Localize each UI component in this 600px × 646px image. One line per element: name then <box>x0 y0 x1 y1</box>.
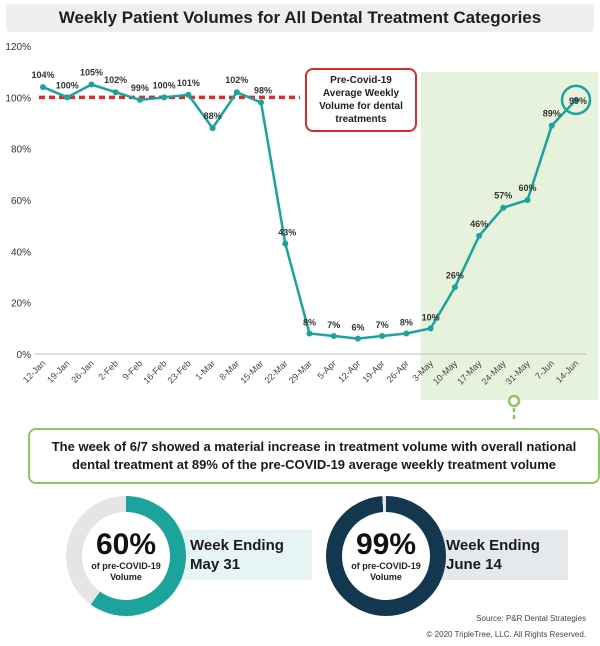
data-point <box>379 333 386 340</box>
data-label: 8% <box>303 317 316 327</box>
data-point <box>112 89 119 96</box>
x-tick-label: 2-Feb <box>96 358 120 382</box>
week-label-1: Week Ending <box>190 537 284 554</box>
x-tick-label: 19-Jan <box>45 358 72 385</box>
x-tick-label: 19-Apr <box>360 358 386 384</box>
data-point <box>64 94 71 101</box>
data-label: 26% <box>446 270 464 280</box>
data-label: 7% <box>376 320 389 330</box>
reference-line-note: Pre-Covid-19 Average Weekly Volume for d… <box>305 68 417 132</box>
data-point <box>403 330 410 337</box>
source-note: Source: P&R Dental Strategies <box>476 614 586 623</box>
summary-callout: The week of 6/7 showed a material increa… <box>28 428 600 484</box>
data-point <box>88 81 95 88</box>
note-line-2: Average Weekly <box>322 88 400 99</box>
note-line-4: treatments <box>335 114 387 125</box>
data-label: 89% <box>543 109 561 119</box>
highlight-region <box>420 72 598 400</box>
data-label: 46% <box>470 219 488 229</box>
data-point <box>209 125 216 132</box>
data-label: 57% <box>494 191 512 201</box>
data-label: 105% <box>80 68 103 78</box>
y-tick-label: 20% <box>11 299 31 310</box>
data-label: 104% <box>31 70 54 80</box>
kpi-percent-1: 60% <box>95 528 157 561</box>
data-label: 99% <box>131 83 149 93</box>
x-tick-label: 5-Apr <box>316 358 339 381</box>
week-box-1: Week Ending May 31 <box>180 530 312 580</box>
y-tick-label: 80% <box>11 145 31 156</box>
kpi-donut-1: 60% of pre-COVID-19 Volume <box>66 496 186 616</box>
week-date-2: June 14 <box>446 556 502 573</box>
last-point-highlight <box>560 84 592 116</box>
note-line-1: Pre-Covid-19 <box>330 75 392 86</box>
data-point <box>282 240 289 247</box>
data-point <box>161 94 168 101</box>
kpi-percent-2: 99% <box>355 528 417 561</box>
data-point <box>258 99 265 106</box>
data-label: 101% <box>177 78 200 88</box>
x-tick-label: 15-Mar <box>238 358 265 385</box>
week-box-2: Week Ending June 14 <box>436 530 568 580</box>
week-label-2: Week Ending <box>446 537 540 554</box>
data-point <box>233 89 240 96</box>
data-label: 88% <box>204 111 222 121</box>
data-label: 6% <box>351 323 364 333</box>
data-point <box>40 84 46 91</box>
connector-dot <box>507 394 521 408</box>
data-point <box>136 96 143 103</box>
kpi-sub-2a: of pre-COVID-19 <box>351 561 421 571</box>
data-label: 99% <box>569 96 587 106</box>
y-tick-label: 120% <box>5 42 31 53</box>
line-chart: 0% 20% 40% 60% 80% 100% 120% 12-Jan19-Jan26-Jan… <box>5 42 598 420</box>
data-label: 100% <box>153 80 176 90</box>
data-label: 8% <box>400 317 413 327</box>
data-point <box>185 91 192 98</box>
data-point <box>306 330 313 337</box>
data-point <box>427 325 434 332</box>
data-label: 102% <box>225 75 248 85</box>
y-tick-label: 100% <box>5 93 31 104</box>
kpi-sub-1a: of pre-COVID-19 <box>91 561 161 571</box>
data-point <box>451 284 458 291</box>
summary-line-2: dental treatment at 89% of the pre-COVID… <box>71 457 557 472</box>
page-title: Weekly Patient Volumes for All Dental Tr… <box>6 4 594 32</box>
x-tick-label: 23-Feb <box>166 358 193 385</box>
data-point <box>476 232 483 239</box>
x-tick-label: 26-Apr <box>385 358 411 384</box>
data-point <box>354 335 361 342</box>
x-tick-label: 12-Jan <box>21 358 48 385</box>
data-point <box>500 204 507 211</box>
x-tick-label: 29-Mar <box>287 358 314 385</box>
week-date-1: May 31 <box>190 556 241 573</box>
data-label: 102% <box>104 75 127 85</box>
x-tick-label: 12-Apr <box>336 358 362 384</box>
data-label: 10% <box>422 312 440 322</box>
copyright-note: © 2020 TripleTree, LLC. All Rights Reser… <box>426 630 586 639</box>
data-label: 43% <box>278 228 296 238</box>
kpi-sub-2b: Volume <box>370 572 402 582</box>
kpi-donut-2: 99% of pre-COVID-19 Volume <box>326 496 446 616</box>
x-tick-label: 26-Jan <box>69 358 96 385</box>
data-point <box>524 197 531 203</box>
data-label: 100% <box>56 80 79 90</box>
x-tick-label: 1-Mar <box>193 358 217 382</box>
x-tick-label: 16-Feb <box>141 358 168 385</box>
data-point <box>548 122 555 129</box>
y-tick-label: 40% <box>11 247 31 258</box>
summary-line-1: The week of 6/7 showed a material increa… <box>51 439 577 454</box>
note-line-3: Volume for dental <box>319 101 403 112</box>
data-point <box>573 96 579 103</box>
data-point <box>330 333 337 340</box>
x-tick-label: 22-Mar <box>262 358 289 385</box>
y-tick-label: 0% <box>17 350 32 361</box>
y-tick-label: 60% <box>11 196 31 207</box>
data-label: 98% <box>254 85 272 95</box>
data-label: 7% <box>327 320 340 330</box>
kpi-sub-1b: Volume <box>110 572 142 582</box>
data-label: 60% <box>519 183 537 193</box>
